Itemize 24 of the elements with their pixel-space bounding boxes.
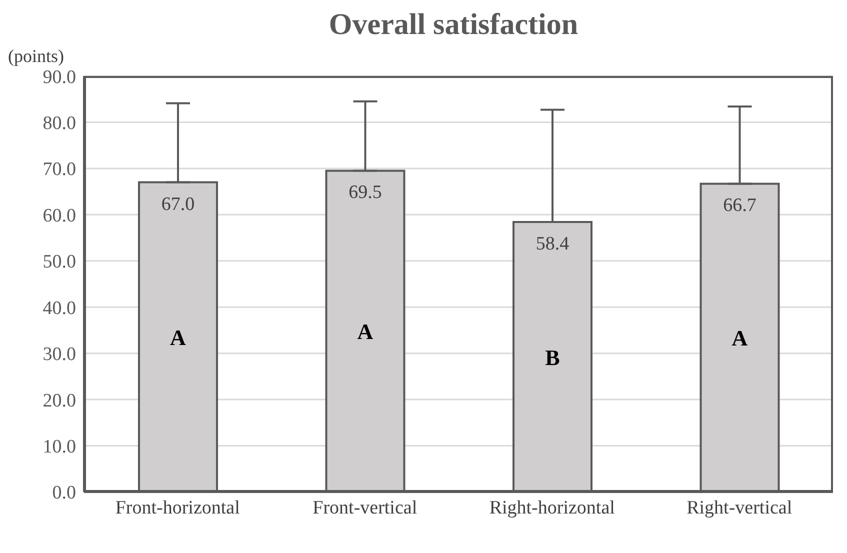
annotation: A	[357, 319, 374, 344]
y-tick-label: 10.0	[42, 436, 76, 458]
annotation: A	[170, 324, 186, 350]
y-tick-label: 90.0	[42, 66, 76, 88]
data-label: 67.0	[161, 194, 195, 215]
y-tick-label: 0.0	[52, 482, 76, 504]
y-tick-label: 60.0	[42, 205, 76, 226]
x-tick-label: Right-horizontal	[489, 497, 615, 518]
x-tick-label: Right-vertical	[686, 497, 792, 518]
data-label: 58.4	[536, 234, 570, 255]
annotation: B	[545, 344, 560, 370]
y-tick-label: 80.0	[42, 112, 76, 134]
y-tick-label: 50.0	[42, 252, 76, 273]
data-label: 66.7	[723, 195, 756, 216]
y-tick-label: 40.0	[42, 298, 76, 319]
x-tick-label: Front-vertical	[312, 497, 418, 518]
data-label: 69.5	[348, 182, 382, 204]
y-tick-label: 30.0	[42, 344, 76, 366]
y-axis-title: (points)	[8, 46, 65, 68]
x-tick-label: Front-horizontal	[115, 497, 240, 518]
y-tick-label: 20.0	[42, 390, 76, 412]
annotation: A	[732, 326, 748, 351]
chart-title: Overall satisfaction	[328, 8, 580, 43]
y-tick-label: 70.0	[42, 159, 76, 180]
